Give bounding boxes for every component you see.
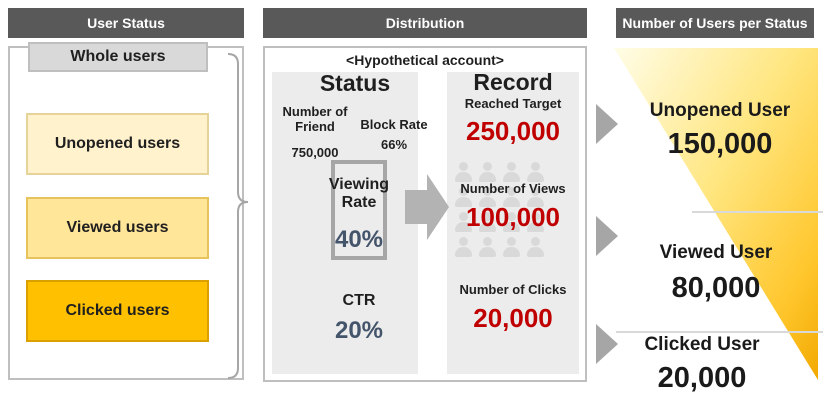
- person-icon: [501, 210, 521, 235]
- clicks-value: 20,000: [473, 303, 553, 333]
- users-per-status-header: Number of Users per Status: [616, 8, 814, 38]
- distribution-header: Distribution: [263, 8, 587, 38]
- user-status-header: User Status: [8, 8, 244, 38]
- person-icon: [477, 210, 497, 235]
- viewing-rate-highlight: [331, 160, 387, 260]
- person-icon: [525, 185, 545, 210]
- viewing-rate-value: 40%: [334, 226, 384, 253]
- ctr-value: 20%: [334, 317, 384, 344]
- views-value: 100,000: [466, 202, 560, 232]
- clicked-user-value: 20,000: [657, 362, 747, 394]
- viewing-rate-label: Viewing Rate: [328, 176, 390, 212]
- ctr-label: CTR: [342, 292, 376, 309]
- person-icon: [453, 185, 473, 210]
- number-of-friend-value: 750,000: [291, 145, 339, 160]
- unopened-user-label: Unopened User: [649, 100, 791, 121]
- person-icon: [453, 235, 473, 260]
- clicks-label: Number of Clicks: [459, 282, 567, 297]
- distribution-subtitle: <Hypothetical account>: [346, 52, 504, 68]
- people-icon-grid: [453, 160, 545, 260]
- funnel-triangle: [614, 48, 823, 380]
- clicked-user-label: Clicked User: [644, 334, 760, 355]
- chevron-right-icon: [596, 324, 618, 364]
- chevron-right-icon: [596, 104, 618, 144]
- person-icon: [453, 160, 473, 185]
- viewed-user-label: Viewed User: [659, 242, 773, 263]
- person-icon: [525, 210, 545, 235]
- viewed-user-value: 80,000: [671, 272, 761, 304]
- views-label: Number of Views: [460, 181, 566, 196]
- clicked-users-box: Clicked users: [26, 280, 209, 342]
- person-icon: [501, 235, 521, 260]
- whole-users-box: Whole users: [28, 42, 208, 72]
- person-icon: [501, 185, 521, 210]
- person-icon: [501, 160, 521, 185]
- unopened-users-box: Unopened users: [26, 113, 209, 175]
- reached-target-value: 250,000: [466, 116, 560, 146]
- person-icon: [477, 185, 497, 210]
- block-rate-label: Block Rate: [360, 117, 428, 132]
- record-title: Record: [473, 69, 553, 95]
- bracket-icon: [227, 53, 249, 379]
- unopened-user-value: 150,000: [667, 128, 773, 160]
- reached-target-label: Reached Target: [464, 96, 562, 111]
- viewed-users-box: Viewed users: [26, 197, 209, 259]
- status-column-bg: [272, 72, 418, 374]
- chevron-right-icon: [596, 216, 618, 256]
- person-icon: [525, 160, 545, 185]
- person-icon: [525, 235, 545, 260]
- person-icon: [477, 235, 497, 260]
- arrow-right-icon: [405, 174, 449, 240]
- block-rate-value: 66%: [380, 137, 408, 152]
- person-icon: [453, 210, 473, 235]
- person-icon: [477, 160, 497, 185]
- status-title: Status: [319, 70, 391, 96]
- number-of-friend-label: Number of Friend: [282, 104, 348, 134]
